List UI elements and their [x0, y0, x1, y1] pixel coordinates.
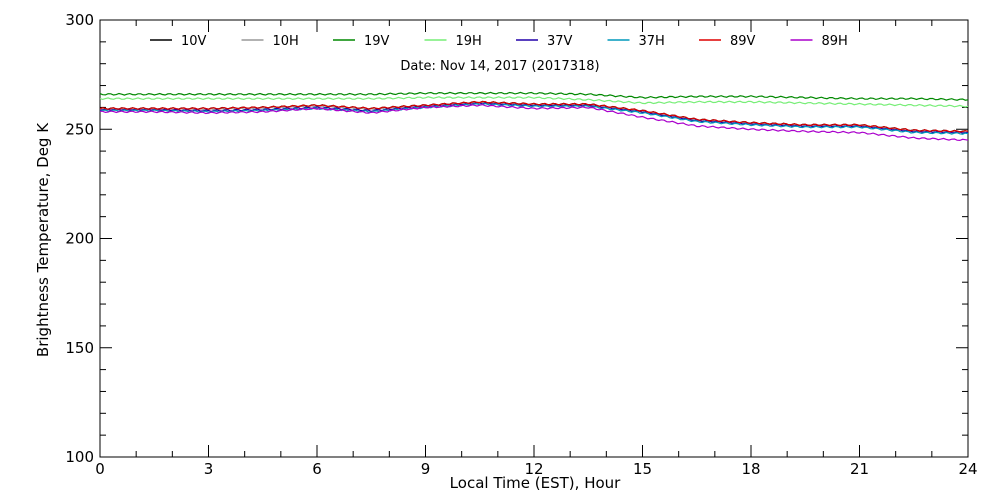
legend-label-89h: 89H	[822, 34, 848, 49]
x-tick-label: 6	[312, 460, 322, 478]
series-line-37v	[99, 101, 969, 134]
y-axis-title: Brightness Temperature, Deg K	[34, 122, 52, 357]
series-line-89h	[100, 103, 969, 142]
date-annotation: Date: Nov 14, 2017 (2017318)	[400, 59, 599, 74]
legend-label-10v: 10V	[181, 34, 207, 49]
legend: 10V 10H 19V 19H 37V 37H 89V 89H	[150, 34, 848, 49]
x-tick-label: 24	[958, 460, 977, 478]
series-line-89v	[99, 100, 969, 133]
x-tick-label: 18	[741, 460, 760, 478]
y-tick-label: 100	[65, 448, 94, 466]
legend-label-89v: 89V	[730, 34, 756, 49]
x-axis-title: Local Time (EST), Hour	[450, 474, 621, 492]
axes: 0 3 6 9 12 15 18 21 24 100 150 200 250 300	[65, 11, 977, 478]
y-tick-label: 250	[65, 120, 94, 138]
series-line-19h	[99, 96, 969, 108]
series-line-19v	[99, 91, 969, 101]
plot-frame	[99, 19, 969, 458]
legend-label-37h: 37H	[639, 34, 665, 49]
series-line-37h	[99, 102, 969, 135]
x-tick-label: 12	[524, 460, 543, 478]
legend-label-37v: 37V	[547, 34, 573, 49]
x-tick-label: 9	[421, 460, 431, 478]
legend-label-19h: 19H	[456, 34, 482, 49]
x-tick-label: 0	[95, 460, 105, 478]
legend-label-19v: 19V	[364, 34, 390, 49]
legend-label-10h: 10H	[273, 34, 299, 49]
x-tick-label: 3	[204, 460, 214, 478]
series-line-10h	[99, 101, 969, 134]
y-tick-label: 150	[65, 339, 94, 357]
x-tick-label: 21	[850, 460, 869, 478]
x-tick-label: 15	[633, 460, 652, 478]
series-lines	[99, 91, 969, 142]
y-tick-label: 300	[65, 11, 94, 29]
y-tick-label: 200	[65, 230, 94, 248]
